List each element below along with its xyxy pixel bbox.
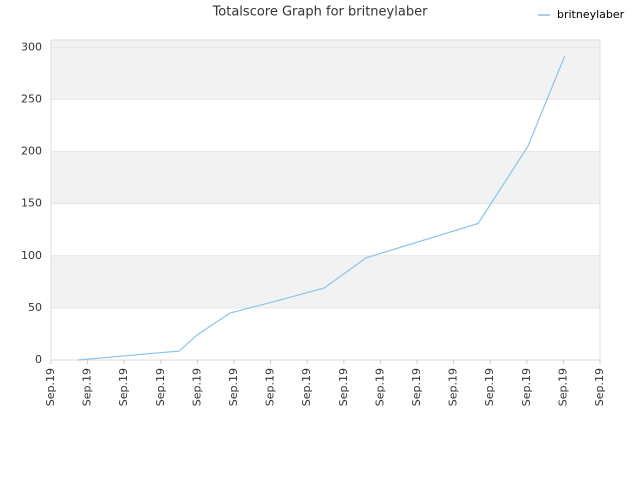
- y-tick-label: 150: [21, 197, 42, 210]
- x-tick-label: Sep.19: [300, 368, 313, 406]
- x-tick-label: Sep.19: [556, 368, 569, 406]
- x-tick-label: Sep.19: [117, 368, 130, 406]
- x-tick-label: Sep.19: [81, 368, 94, 406]
- legend-label: britneylaber: [557, 8, 625, 21]
- x-tick-label: Sep.19: [227, 368, 240, 406]
- x-tick-label: Sep.19: [190, 368, 203, 406]
- grid-band: [51, 255, 600, 308]
- y-tick-label: 200: [21, 145, 42, 158]
- x-tick-label: Sep.19: [520, 368, 533, 406]
- y-tick-label: 50: [28, 301, 42, 314]
- x-tick-label: Sep.19: [337, 368, 350, 406]
- x-tick-label: Sep.19: [447, 368, 460, 406]
- grid-band: [51, 47, 600, 100]
- grid-band: [51, 40, 600, 48]
- x-tick-label: Sep.19: [373, 368, 386, 406]
- x-tick-label: Sep.19: [264, 368, 277, 406]
- y-tick-label: 250: [21, 92, 42, 105]
- x-tick-label: Sep.19: [44, 368, 57, 406]
- y-tick-label: 0: [35, 353, 42, 366]
- grid-band: [51, 151, 600, 204]
- x-tick-label: Sep.19: [410, 368, 423, 406]
- x-tick-label: Sep.19: [593, 368, 606, 406]
- series-line: [78, 55, 566, 361]
- plot-border: [50, 39, 601, 361]
- x-tick-label: Sep.19: [483, 368, 496, 406]
- y-tick-label: 300: [21, 40, 42, 53]
- chart-title: Totalscore Graph for britneylaber: [212, 5, 429, 20]
- x-tick-label: Sep.19: [154, 368, 167, 406]
- y-tick-label: 100: [21, 249, 42, 262]
